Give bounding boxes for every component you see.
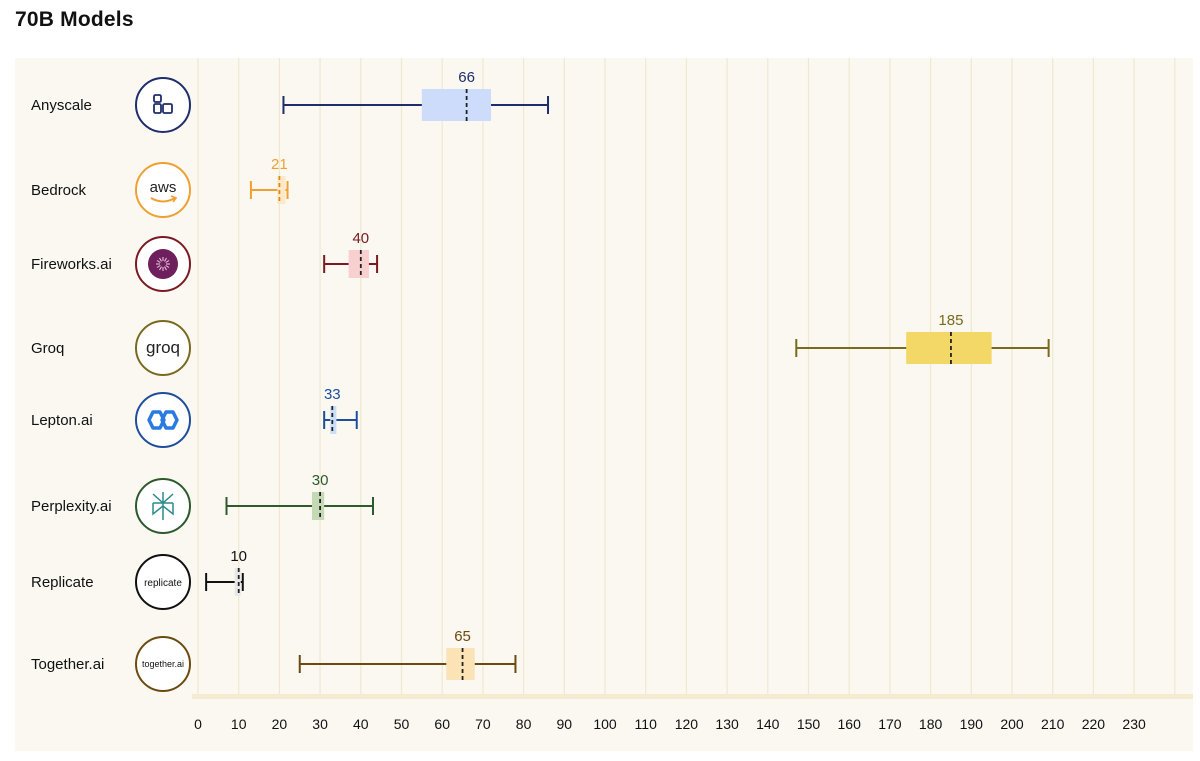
x-tick-label: 110 <box>635 716 658 732</box>
x-tick-label: 100 <box>593 716 617 732</box>
lepton-logo <box>135 392 191 448</box>
median-label: 33 <box>324 386 341 403</box>
provider-label-perplexityai: Perplexity.ai <box>31 498 112 515</box>
provider-label-anyscale: Anyscale <box>31 97 92 114</box>
provider-label-leptonai: Lepton.ai <box>31 412 93 429</box>
aws-logo: aws <box>135 162 191 218</box>
x-tick-label: 180 <box>919 716 943 732</box>
replicate-logo: replicate <box>135 554 191 610</box>
provider-label-replicate: Replicate <box>31 574 94 591</box>
x-tick-label: 120 <box>675 716 699 732</box>
x-tick-label: 130 <box>715 716 739 732</box>
x-tick-label: 70 <box>475 716 491 732</box>
x-tick-label: 40 <box>353 716 369 732</box>
provider-label-groq: Groq <box>31 340 64 357</box>
x-tick-label: 220 <box>1082 716 1106 732</box>
x-tick-label: 10 <box>231 716 247 732</box>
median-label: 10 <box>230 548 247 565</box>
x-tick-label: 230 <box>1122 716 1146 732</box>
svg-text:replicate: replicate <box>144 578 182 589</box>
iqr-box <box>421 89 492 121</box>
median-label: 21 <box>271 156 288 173</box>
median-label: 30 <box>312 472 329 489</box>
x-tick-label: 140 <box>756 716 780 732</box>
median-label: 40 <box>352 230 369 247</box>
x-tick-label: 200 <box>1000 716 1024 732</box>
x-tick-label: 150 <box>797 716 821 732</box>
x-tick-label: 210 <box>1041 716 1065 732</box>
groq-logo: groq <box>135 320 191 376</box>
x-tick-label: 30 <box>312 716 328 732</box>
iqr-box <box>330 406 337 434</box>
x-tick-label: 0 <box>194 716 202 732</box>
iqr-box <box>277 176 286 204</box>
fireworks-logo <box>135 236 191 292</box>
x-tick-label: 60 <box>434 716 450 732</box>
median-label: 66 <box>458 69 475 86</box>
x-tick-label: 20 <box>272 716 288 732</box>
median-label: 65 <box>454 628 471 645</box>
chart-panel: 0 10 20 30 40 50 60 70 80 90 100 110 120 130 140 150 160… <box>15 58 1193 751</box>
median-label: 185 <box>938 312 963 329</box>
together-logo: together.ai <box>135 636 191 692</box>
anyscale-logo <box>135 77 191 133</box>
svg-text:aws: aws <box>150 179 177 196</box>
svg-text:groq: groq <box>146 338 180 357</box>
perplexity-logo <box>135 478 191 534</box>
iqr-box <box>906 332 992 364</box>
iqr-box <box>311 492 325 520</box>
x-tick-label: 50 <box>394 716 410 732</box>
chart-svg: 0 10 20 30 40 50 60 70 80 90 100 110 120 130 140 150 160… <box>31 58 1193 732</box>
x-tick-label: 90 <box>557 716 573 732</box>
x-tick-label: 160 <box>838 716 862 732</box>
chart-title: 70B Models <box>15 8 134 31</box>
provider-label-bedrock: Bedrock <box>31 182 87 199</box>
svg-text:together.ai: together.ai <box>142 659 184 669</box>
iqr-box <box>348 250 369 278</box>
iqr-box <box>446 648 475 680</box>
x-tick-label: 80 <box>516 716 532 732</box>
x-tick-label: 170 <box>878 716 902 732</box>
provider-label-fireworksai: Fireworks.ai <box>31 256 112 273</box>
iqr-box <box>234 568 241 596</box>
x-axis-line <box>192 694 1193 699</box>
provider-label-togetherai: Together.ai <box>31 656 104 673</box>
x-tick-label: 190 <box>960 716 984 732</box>
